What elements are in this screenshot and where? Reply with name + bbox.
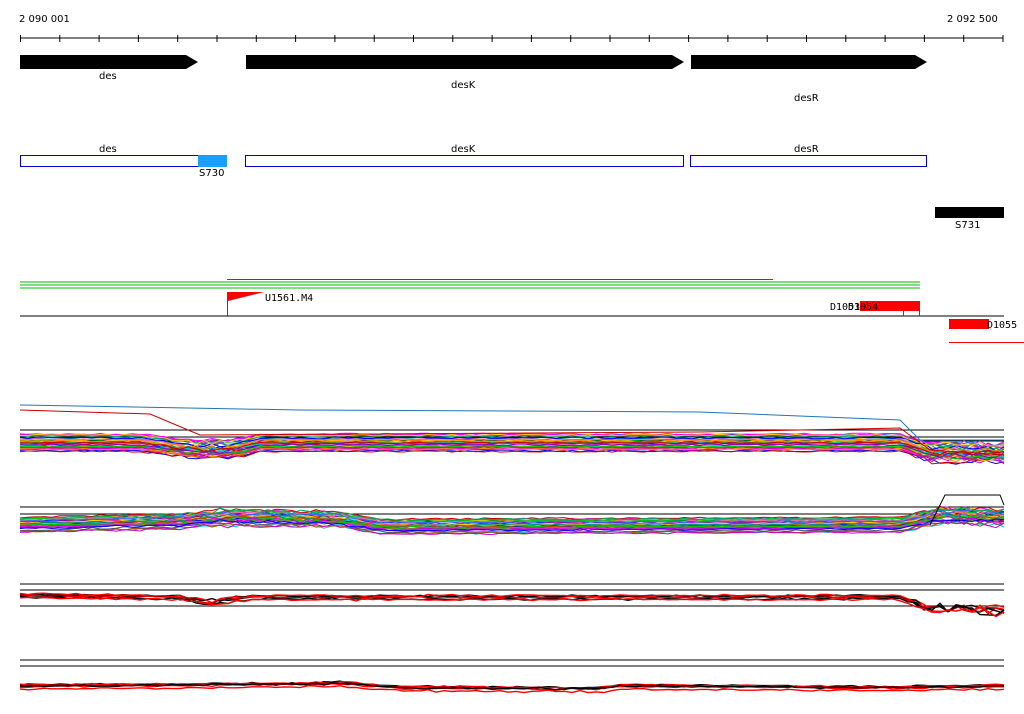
expression-trace (19, 596, 1005, 618)
u1561-marker[interactable]: U1561.M4 (227, 292, 314, 316)
expression-trace (19, 514, 1005, 529)
expression-trace (19, 446, 1005, 460)
expression-trace (20, 441, 1005, 456)
annotation-box-desk[interactable] (245, 155, 684, 167)
transcript-track (20, 279, 920, 289)
annotation-track: des desK desR S730 (20, 144, 927, 179)
expression-panel-3 (19, 583, 1005, 618)
expression-trace (19, 518, 1005, 534)
expression-panel-2 (19, 494, 1005, 536)
expression-trace (19, 592, 1005, 613)
expression-trace (19, 436, 1005, 452)
gene-arrow-desr[interactable] (691, 55, 927, 69)
expression-trace (19, 518, 1005, 532)
expression-panel-4 (19, 659, 1005, 694)
annotation-label-desr: desR (794, 144, 819, 155)
d1053-d1054-features[interactable]: D1053 D1054 (830, 301, 920, 316)
ruler-start-label: 2 090 001 (19, 14, 70, 25)
expression-trace (20, 521, 1005, 536)
feature-label-s731: S731 (955, 220, 980, 231)
expression-panel-1 (19, 404, 1005, 465)
expression-trace (19, 447, 1005, 463)
gene-track: des desK desR (20, 55, 927, 104)
feature-label-d1055: D1055 (987, 320, 1017, 331)
expression-trace (19, 439, 1005, 455)
annotation-label-des: des (99, 144, 117, 155)
feature-label-d1053: D1053 (830, 302, 860, 313)
expression-trace (19, 514, 1005, 529)
d1055-feature[interactable]: D1055 (949, 319, 1024, 343)
feature-s731-bar[interactable] (935, 207, 1004, 218)
annotation-box-desr[interactable] (690, 155, 927, 167)
ruler-ticks (20, 35, 1004, 42)
expression-trace (19, 437, 1005, 454)
expression-trace (19, 594, 1005, 615)
expression-trace (19, 443, 1005, 458)
gene-label-desk: desK (451, 80, 476, 91)
expression-trace (19, 506, 1005, 522)
gene-label-desr: desR (794, 93, 819, 104)
expression-trace (19, 511, 1005, 527)
expression-trace (19, 409, 1005, 456)
feature-label-u1561: U1561.M4 (265, 293, 313, 304)
expression-trace (19, 449, 1005, 465)
ruler-end-label: 2 092 500 (947, 14, 998, 25)
gene-arrow-des[interactable] (20, 55, 198, 69)
feature-label-d1054: D1054 (848, 302, 878, 313)
expression-trace (19, 512, 1005, 527)
expression-trace (19, 682, 1005, 691)
gene-label-des: des (99, 71, 117, 82)
feature-label-s730: S730 (199, 168, 224, 179)
annotation-box-des[interactable] (20, 155, 199, 167)
expression-trace (19, 444, 1005, 461)
expression-trace (19, 509, 1005, 524)
gene-arrow-desk[interactable] (246, 55, 684, 69)
expression-trace (929, 494, 1005, 526)
expression-trace (19, 517, 1005, 531)
annotation-box-s730[interactable] (198, 155, 227, 167)
expression-trace (19, 684, 1005, 694)
annotation-label-desk: desK (451, 144, 476, 155)
expression-trace (19, 404, 1004, 441)
expression-trace (19, 433, 1005, 447)
